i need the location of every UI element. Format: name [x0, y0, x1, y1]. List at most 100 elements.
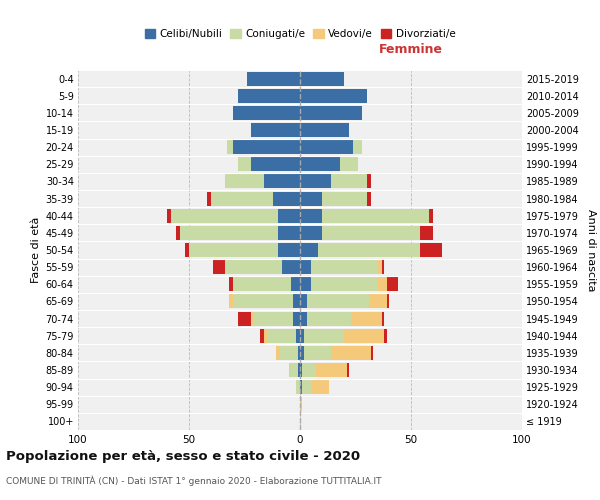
Bar	[300, 328, 304, 342]
Bar	[318, 243, 420, 257]
Bar	[300, 294, 307, 308]
Bar	[307, 294, 369, 308]
Bar	[171, 208, 278, 222]
Bar	[298, 346, 300, 360]
Bar	[298, 363, 300, 377]
Bar	[429, 208, 433, 222]
Bar	[227, 140, 233, 154]
Bar	[207, 192, 211, 205]
Bar	[385, 328, 386, 342]
Bar	[353, 140, 362, 154]
Bar	[278, 208, 300, 222]
Bar	[296, 328, 300, 342]
Bar	[316, 363, 347, 377]
Bar	[238, 312, 251, 326]
Bar	[238, 88, 300, 102]
Bar	[300, 158, 340, 172]
Bar	[311, 260, 378, 274]
Bar	[300, 260, 311, 274]
Bar	[265, 174, 300, 188]
Bar	[304, 328, 344, 342]
Bar	[322, 226, 420, 240]
Bar	[300, 72, 344, 86]
Y-axis label: Fasce di età: Fasce di età	[31, 217, 41, 283]
Bar	[347, 363, 349, 377]
Bar	[302, 380, 311, 394]
Bar	[300, 243, 318, 257]
Bar	[367, 192, 371, 205]
Bar	[251, 158, 300, 172]
Bar	[282, 260, 300, 274]
Bar	[369, 294, 386, 308]
Bar	[382, 260, 385, 274]
Bar	[311, 278, 378, 291]
Bar	[300, 192, 322, 205]
Bar	[180, 226, 278, 240]
Bar	[251, 312, 253, 326]
Bar	[300, 380, 302, 394]
Bar	[340, 158, 358, 172]
Bar	[344, 328, 385, 342]
Bar	[296, 380, 300, 394]
Bar	[378, 278, 386, 291]
Bar	[300, 174, 331, 188]
Bar	[304, 346, 331, 360]
Text: Femmine: Femmine	[379, 42, 443, 56]
Bar	[300, 278, 311, 291]
Bar	[311, 380, 329, 394]
Bar	[238, 158, 251, 172]
Text: Popolazione per età, sesso e stato civile - 2020: Popolazione per età, sesso e stato civil…	[6, 450, 360, 463]
Bar	[300, 346, 304, 360]
Bar	[420, 226, 433, 240]
Bar	[322, 192, 367, 205]
Bar	[278, 226, 300, 240]
Bar	[386, 278, 398, 291]
Bar	[382, 312, 385, 326]
Bar	[266, 328, 296, 342]
Bar	[300, 106, 362, 120]
Bar	[229, 278, 233, 291]
Bar	[274, 192, 300, 205]
Bar	[176, 226, 180, 240]
Bar	[260, 328, 265, 342]
Bar	[233, 140, 300, 154]
Bar	[351, 312, 382, 326]
Bar	[300, 226, 322, 240]
Bar	[233, 106, 300, 120]
Bar	[300, 208, 322, 222]
Bar	[289, 363, 298, 377]
Bar	[378, 260, 382, 274]
Bar	[307, 312, 351, 326]
Bar	[291, 278, 300, 291]
Bar	[224, 260, 282, 274]
Bar	[371, 346, 373, 360]
Bar	[247, 72, 300, 86]
Bar	[167, 208, 171, 222]
Bar	[278, 243, 300, 257]
Bar	[300, 140, 353, 154]
Bar	[300, 312, 307, 326]
Bar	[275, 346, 280, 360]
Bar	[331, 346, 371, 360]
Bar	[420, 243, 442, 257]
Bar	[224, 174, 265, 188]
Bar	[229, 294, 233, 308]
Bar	[280, 346, 298, 360]
Bar	[300, 123, 349, 137]
Bar	[189, 243, 278, 257]
Y-axis label: Anni di nascita: Anni di nascita	[586, 209, 596, 291]
Bar	[367, 174, 371, 188]
Bar	[253, 312, 293, 326]
Bar	[300, 88, 367, 102]
Bar	[322, 208, 429, 222]
Bar	[251, 123, 300, 137]
Bar	[293, 294, 300, 308]
Bar	[233, 294, 293, 308]
Bar	[300, 398, 302, 411]
Bar	[233, 278, 291, 291]
Bar	[386, 294, 389, 308]
Bar	[211, 192, 274, 205]
Text: COMUNE DI TRINITÀ (CN) - Dati ISTAT 1° gennaio 2020 - Elaborazione TUTTITALIA.IT: COMUNE DI TRINITÀ (CN) - Dati ISTAT 1° g…	[6, 475, 382, 486]
Bar	[185, 243, 189, 257]
Bar	[265, 328, 266, 342]
